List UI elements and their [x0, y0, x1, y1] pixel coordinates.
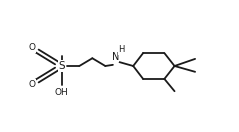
Text: S: S	[58, 61, 65, 71]
Text: H: H	[118, 45, 125, 54]
Text: OH: OH	[55, 88, 69, 97]
Text: O: O	[29, 43, 36, 52]
Text: O: O	[29, 80, 36, 89]
Text: N: N	[112, 52, 119, 62]
